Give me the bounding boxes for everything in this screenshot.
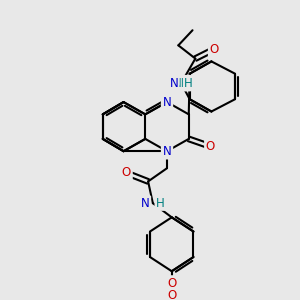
- Text: O: O: [122, 167, 131, 179]
- Text: NH: NH: [172, 77, 190, 90]
- Text: N: N: [163, 96, 171, 109]
- Text: O: O: [167, 289, 176, 300]
- Text: O: O: [210, 43, 219, 56]
- Text: N: N: [163, 145, 171, 158]
- Text: N: N: [169, 77, 178, 90]
- Text: H: H: [184, 77, 193, 90]
- Text: H: H: [156, 197, 164, 210]
- Text: O: O: [167, 277, 176, 290]
- Text: O: O: [206, 140, 215, 153]
- Text: N: N: [141, 197, 150, 210]
